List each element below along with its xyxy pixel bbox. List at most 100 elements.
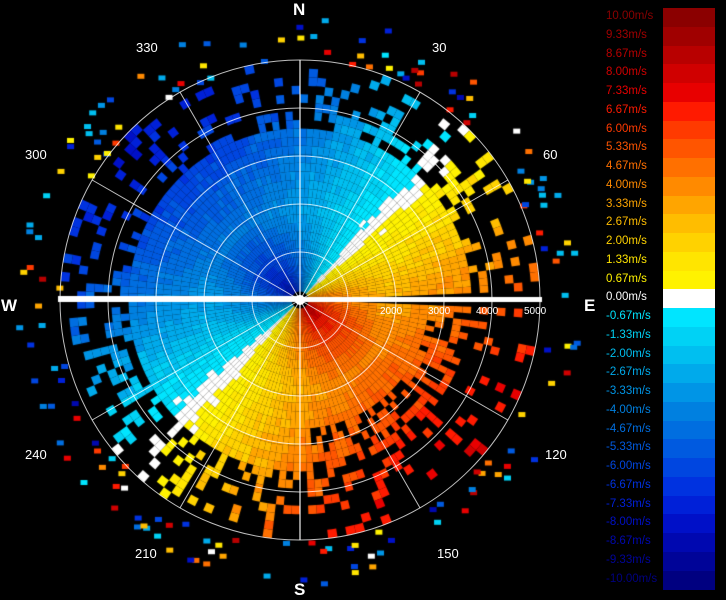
legend-item: 2.67m/s	[598, 214, 726, 234]
legend-item-label: -6.00m/s	[606, 460, 651, 472]
legend-swatch	[663, 345, 715, 365]
azimuth-spoke	[179, 91, 301, 301]
legend-item: 2.00m/s	[598, 233, 726, 252]
south-label: S	[294, 580, 306, 599]
legend-item-label: 6.67m/s	[606, 103, 647, 116]
legend-item: -6.00m/s	[598, 458, 726, 477]
legend-item-label: -3.33m/s	[606, 385, 651, 397]
legend-item-label: -8.67m/s	[606, 535, 651, 547]
legend-item: -8.67m/s	[598, 533, 726, 552]
legend-item: -2.00m/s	[598, 345, 726, 365]
legend-swatch	[663, 420, 715, 440]
legend-item: -7.33m/s	[598, 495, 726, 515]
legend-item: -6.67m/s	[598, 476, 726, 496]
legend-item: 9.33m/s	[598, 26, 726, 46]
legend-item: 1.33m/s	[598, 251, 726, 271]
legend-swatch	[663, 458, 715, 477]
legend-item: -3.33m/s	[598, 383, 726, 402]
legend-item: 6.00m/s	[598, 120, 726, 140]
east-label: E	[584, 296, 596, 315]
radar-center-icon	[295, 295, 305, 305]
legend-item-label: -10.00m/s	[606, 572, 658, 585]
legend-item-label: -0.67m/s	[606, 310, 651, 322]
legend-item-label: 8.00m/s	[606, 66, 647, 79]
legend-item-label: -4.00m/s	[606, 403, 651, 416]
legend-swatch	[663, 8, 715, 27]
legend-item: 5.33m/s	[598, 139, 726, 159]
legend-item-label: 6.00m/s	[606, 122, 647, 135]
legend-item: 7.33m/s	[598, 83, 726, 102]
range-label: 3000	[428, 306, 451, 317]
legend-swatch	[663, 495, 715, 515]
legend-item-label: 7.33m/s	[606, 85, 647, 97]
azimuth-spoke	[299, 299, 509, 421]
legend-item: 3.33m/s	[598, 195, 726, 215]
legend-item: 8.00m/s	[598, 64, 726, 84]
azimuth-label-120: 120	[545, 447, 567, 462]
legend-item: -10.00m/s	[598, 570, 726, 590]
legend-swatch	[663, 551, 715, 571]
azimuth-spoke	[91, 299, 301, 421]
legend-item: 6.67m/s	[598, 101, 726, 121]
legend-swatch	[663, 364, 715, 384]
legend-item-label: -6.67m/s	[606, 478, 651, 491]
legend-item-label: 10.00m/s	[606, 10, 654, 22]
legend-item-label: 9.33m/s	[606, 28, 647, 41]
legend-swatch	[663, 401, 715, 421]
legend-item: -0.67m/s	[598, 308, 726, 327]
legend-swatch	[663, 476, 715, 496]
legend-item: 8.67m/s	[598, 45, 726, 65]
legend-swatch	[663, 120, 715, 140]
legend-swatch	[663, 289, 715, 309]
legend-swatch	[663, 270, 715, 290]
range-label: 4000	[476, 306, 499, 317]
azimuth-label-150: 150	[437, 546, 459, 561]
legend-swatch	[663, 139, 715, 159]
legend-swatch	[663, 308, 715, 327]
legend-item: 0.00m/s	[598, 289, 726, 309]
legend-swatch	[663, 383, 715, 402]
legend-swatch	[663, 439, 715, 459]
legend-item-label: -1.33m/s	[606, 328, 651, 341]
legend-item-label: -2.67m/s	[606, 366, 651, 379]
legend-item: 0.67m/s	[598, 270, 726, 290]
legend-item: -5.33m/s	[598, 439, 726, 459]
range-label: 5000	[524, 306, 547, 317]
west-label: W	[1, 296, 18, 315]
azimuth-label-300: 300	[25, 147, 47, 162]
legend-swatch	[663, 514, 715, 534]
legend-swatch	[663, 195, 715, 215]
legend-swatch	[663, 176, 715, 196]
legend-swatch	[663, 533, 715, 552]
azimuth-spoke	[299, 179, 509, 301]
polar-grid-overlay: 2000 3000 4000 5000	[59, 59, 547, 541]
legend-item: -4.67m/s	[598, 420, 726, 440]
legend-item-label: -4.67m/s	[606, 422, 651, 435]
legend-swatch	[663, 233, 715, 252]
legend-swatch	[663, 214, 715, 234]
legend-item-label: 5.33m/s	[606, 141, 647, 154]
azimuth-label-30: 30	[432, 40, 447, 55]
legend-item: 4.00m/s	[598, 176, 726, 196]
legend-item-label: 4.00m/s	[606, 178, 647, 191]
legend-swatch	[663, 326, 715, 346]
legend-item: 10.00m/s	[598, 8, 726, 27]
legend-item-label: 0.67m/s	[606, 272, 647, 285]
legend-item: -4.00m/s	[598, 401, 726, 421]
legend-item-label: -7.33m/s	[606, 497, 651, 510]
legend-item-label: 1.33m/s	[606, 253, 647, 266]
legend-item: -2.67m/s	[598, 364, 726, 384]
azimuth-label-240: 240	[25, 447, 47, 462]
azimuth-spoke	[91, 179, 301, 301]
azimuth-label-210: 210	[135, 546, 157, 561]
azimuth-label-60: 60	[543, 147, 558, 162]
legend-item: -8.00m/s	[598, 514, 726, 534]
legend-swatch	[663, 101, 715, 121]
azimuth-spoke	[299, 299, 421, 509]
legend-swatch	[663, 251, 715, 271]
legend-item-label: -2.00m/s	[606, 347, 651, 360]
legend-item-label: -5.33m/s	[606, 441, 651, 454]
legend-swatch	[663, 64, 715, 84]
legend-item-label: -9.33m/s	[606, 553, 651, 566]
velocity-legend: 10.00m/s 9.33m/s 8.67m/s 8.00m/s 7.33m/s 6.67…	[598, 8, 726, 590]
